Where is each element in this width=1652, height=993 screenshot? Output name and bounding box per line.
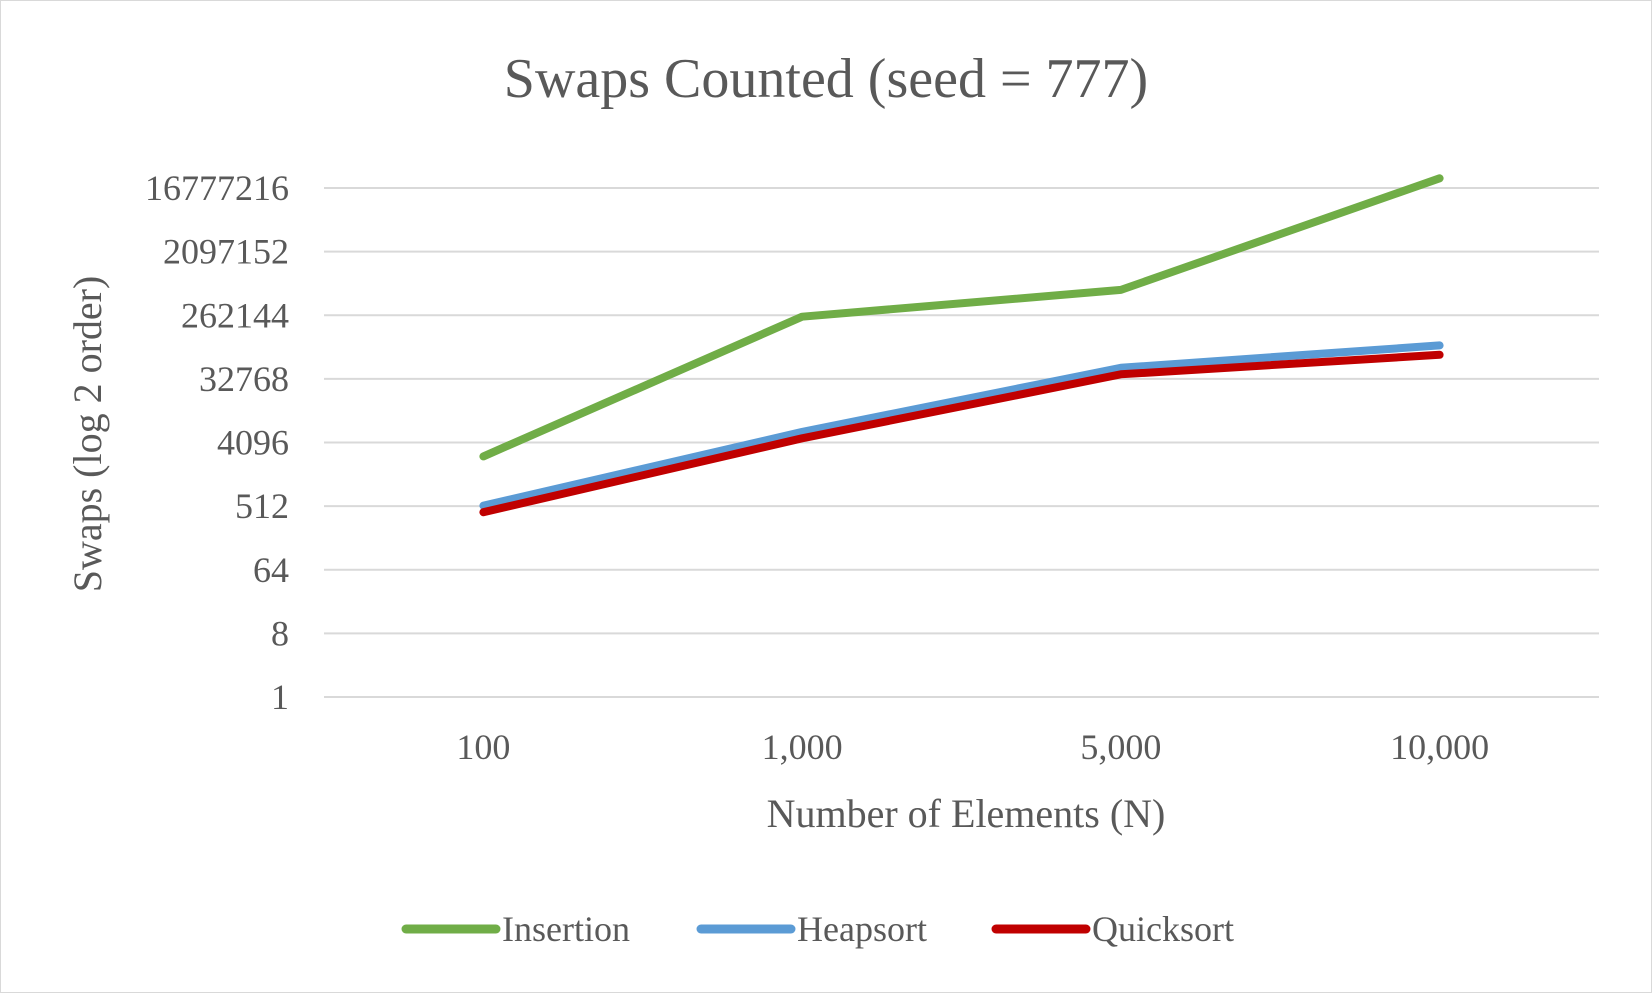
- x-axis-ticks: 100 1,000 5,000 10,000: [456, 727, 1489, 767]
- x-axis-title: Number of Elements (N): [767, 791, 1166, 836]
- series-lines: [479, 174, 1444, 517]
- series-line-quicksort: [479, 350, 1444, 517]
- x-tick-label: 5,000: [1080, 727, 1161, 767]
- series-line-heapsort: [479, 341, 1444, 510]
- y-axis-title: Swaps (log 2 order): [65, 276, 110, 593]
- legend-label-heapsort: Heapsort: [797, 909, 927, 949]
- legend-label-insertion: Insertion: [502, 909, 630, 949]
- y-tick-label: 8: [271, 613, 289, 653]
- y-tick-label: 262144: [181, 295, 289, 335]
- x-tick-label: 100: [456, 727, 510, 767]
- series-line-insertion: [479, 174, 1444, 461]
- x-tick-label: 1,000: [762, 727, 843, 767]
- y-axis-ticks: 1 8 64 512 4096 32768 262144 2097152 16777216: [145, 168, 289, 717]
- legend-label-quicksort: Quicksort: [1092, 909, 1234, 949]
- legend: Insertion Heapsort Quicksort: [401, 909, 1234, 949]
- y-tick-label: 64: [253, 550, 289, 590]
- gridlines: [324, 187, 1599, 698]
- chart-title: Swaps Counted (seed = 777): [504, 48, 1148, 110]
- y-tick-label: 512: [235, 486, 289, 526]
- y-tick-label: 1: [271, 677, 289, 717]
- y-tick-label: 16777216: [145, 168, 289, 208]
- x-tick-label: 10,000: [1390, 727, 1489, 767]
- y-tick-label: 4096: [217, 423, 289, 463]
- y-tick-label: 32768: [199, 359, 289, 399]
- y-tick-label: 2097152: [163, 232, 289, 272]
